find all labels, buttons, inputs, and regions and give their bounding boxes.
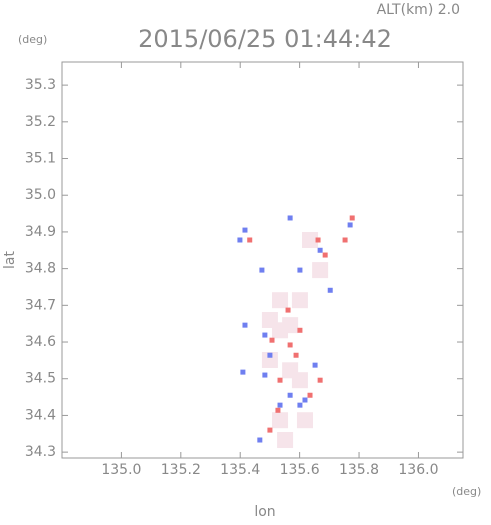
echo-point [297, 327, 303, 333]
y-unit: (deg) [18, 33, 47, 46]
echo-point [285, 307, 291, 313]
echo-point [272, 292, 289, 309]
echo-point [259, 267, 265, 273]
x-unit: (deg) [452, 485, 481, 498]
y-tick-label: 34.4 [25, 407, 56, 423]
echo-point [317, 247, 323, 253]
y-tick-label: 35.1 [25, 151, 56, 167]
echo-point [296, 412, 313, 429]
echo-point [269, 337, 275, 343]
x-tick-label: 136.0 [398, 462, 438, 478]
echo-point [317, 377, 323, 383]
echo-point [277, 432, 294, 449]
altitude-label: ALT(km) 2.0 [377, 2, 460, 18]
y-tick-label: 35.3 [25, 77, 56, 93]
echo-point [261, 352, 278, 369]
x-tick-label: 135.4 [220, 462, 260, 478]
echo-point [242, 322, 248, 328]
echo-point [297, 402, 303, 408]
echo-point [242, 227, 248, 233]
echo-point [262, 372, 268, 378]
echo-point [327, 287, 333, 293]
echo-point [267, 427, 273, 433]
x-tick-label: 135.2 [161, 462, 201, 478]
x-tick-label: 135.6 [280, 462, 320, 478]
echo-point [287, 342, 293, 348]
echo-point [347, 222, 353, 228]
echo-point [272, 412, 289, 429]
echo-point [275, 407, 281, 413]
echo-point [302, 397, 308, 403]
echo-point [312, 262, 329, 279]
echo-point [302, 231, 319, 248]
chart-title: 2015/06/25 01:44:42 [138, 25, 392, 53]
echo-point [312, 362, 318, 368]
echo-point [287, 215, 293, 221]
y-tick-label: 34.6 [25, 334, 56, 350]
y-tick-label: 34.9 [25, 224, 56, 240]
y-tick-label: 34.7 [25, 297, 56, 313]
echo-point [291, 292, 308, 309]
y-tick-label: 35.0 [25, 187, 56, 203]
echo-point [287, 392, 293, 398]
x-tick-label: 135.0 [101, 462, 141, 478]
echo-point [342, 237, 348, 243]
y-axis-label: lat [2, 251, 18, 269]
echo-point [240, 369, 246, 375]
echo-point [315, 237, 321, 243]
echo-point [257, 437, 263, 443]
y-tick-label: 35.2 [25, 114, 56, 130]
echo-point [293, 352, 299, 358]
echo-point [307, 392, 313, 398]
echo-point [262, 332, 268, 338]
y-tick-label: 34.3 [25, 444, 56, 460]
echo-point [291, 372, 308, 389]
echo-point [282, 317, 299, 334]
echo-point [237, 237, 243, 243]
echo-point [297, 267, 303, 273]
echo-point [349, 215, 355, 221]
echo-point [261, 312, 278, 329]
x-axis-label: lon [254, 504, 275, 520]
y-tick-label: 34.8 [25, 261, 56, 277]
echo-point [267, 352, 273, 358]
echo-point [277, 402, 283, 408]
echo-point [247, 237, 253, 243]
echo-point [277, 377, 283, 383]
x-tick-label: 135.8 [339, 462, 379, 478]
y-tick-label: 34.5 [25, 371, 56, 387]
echo-point [322, 252, 328, 258]
plot-frame [61, 61, 464, 459]
